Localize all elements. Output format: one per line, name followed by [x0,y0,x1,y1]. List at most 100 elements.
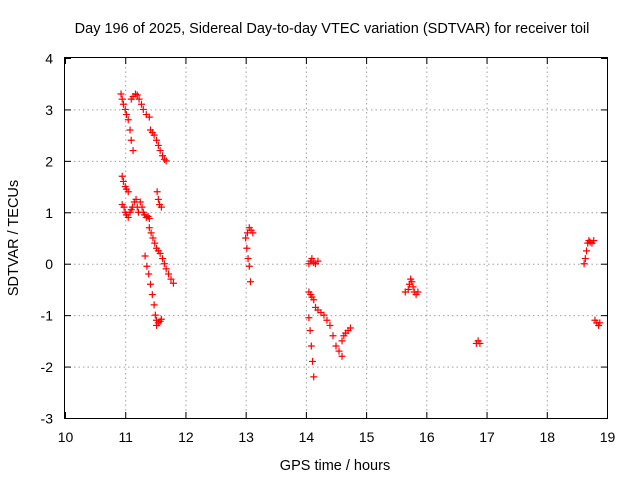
y-tick-labels: -3 -2 -1 0 1 2 3 4 [41,51,54,427]
data-series-segment [127,90,153,121]
data-point [150,131,158,139]
data-point [157,203,165,211]
data-point [135,95,143,103]
x-tick-labels: 10 11 12 13 14 15 16 17 18 19 [58,429,616,445]
data-point [409,283,417,291]
data-point [323,316,331,324]
data-point [320,311,328,319]
data-point [242,234,250,242]
data-point [149,234,157,242]
data-point [309,357,317,365]
data-series-segment [153,188,165,211]
data-point [136,198,144,206]
data-series-segment [153,315,165,327]
data-point [145,224,153,232]
data-point [147,229,155,237]
data-point [120,203,128,211]
y-tick-label: 3 [45,102,53,118]
data-point [148,291,156,299]
data-point [154,195,162,203]
data-series-segment [242,224,257,242]
data-point [169,279,177,287]
data-series-segment [243,244,254,286]
data-point [583,247,591,255]
data-point [329,332,337,340]
data-point [310,373,318,381]
data-point [156,249,164,257]
data-point [160,155,168,163]
data-point [124,213,132,221]
data-point [246,278,254,286]
x-tick-label: 12 [178,429,194,445]
data-series-segment [145,224,177,287]
data-point [145,214,153,222]
data-point [590,237,598,245]
data-series-segment [118,172,132,196]
x-tick-label: 18 [539,429,555,445]
data-point [160,260,168,268]
data-point [596,319,604,327]
y-tick-label: 0 [45,256,53,272]
data-series-segment [141,252,161,329]
data-point [117,90,125,98]
data-point [139,105,147,113]
data-point [153,136,161,144]
data-series-segment [401,275,422,299]
data-point [404,285,412,293]
data-point [145,270,153,278]
data-point [147,280,155,288]
data-series-segment [580,237,598,268]
x-tick-label: 10 [58,429,74,445]
data-point [154,141,162,149]
data-point [124,188,132,196]
data-point [167,275,175,283]
data-point [150,301,158,309]
data-point [141,252,149,260]
data-point [332,342,340,350]
data-point [245,262,253,270]
data-series-segment [147,126,170,165]
data-point [335,347,343,355]
data-point [307,342,315,350]
data-point [338,337,346,345]
y-tick-label: 1 [45,205,53,221]
data-point [143,262,151,270]
data-series-segment [305,288,346,360]
x-tick-label: 11 [118,429,133,445]
x-tick-label: 13 [238,429,254,445]
data-point [165,270,173,278]
data-point [314,257,322,265]
axis-ticks [65,58,608,419]
x-tick-label: 17 [479,429,495,445]
data-point [162,265,170,273]
data-point [151,239,159,247]
x-tick-label: 14 [299,429,315,445]
data-point [119,100,127,108]
data-point [127,136,135,144]
data-point [243,244,251,252]
y-tick-label: 2 [45,153,53,169]
data-point [145,113,153,121]
data-point [151,311,159,319]
data-point [124,116,132,124]
data-point [153,188,161,196]
data-point [162,157,170,165]
data-point [306,327,314,335]
data-point [580,260,588,268]
x-axis-label: GPS time / hours [280,458,390,474]
chart-title: Day 196 of 2025, Sidereal Day-to-day VTE… [75,21,590,37]
data-point [414,288,422,296]
data-point [156,147,164,155]
data-point [249,229,257,237]
data-point [346,324,354,332]
data-point [338,352,346,360]
data-point [129,147,137,155]
data-series-segment [338,324,354,345]
x-tick-label: 19 [600,429,616,445]
data-point [244,255,252,263]
x-tick-label: 15 [359,429,375,445]
data-series-segment [117,90,137,155]
data-point [159,152,167,160]
data-point [581,255,589,263]
